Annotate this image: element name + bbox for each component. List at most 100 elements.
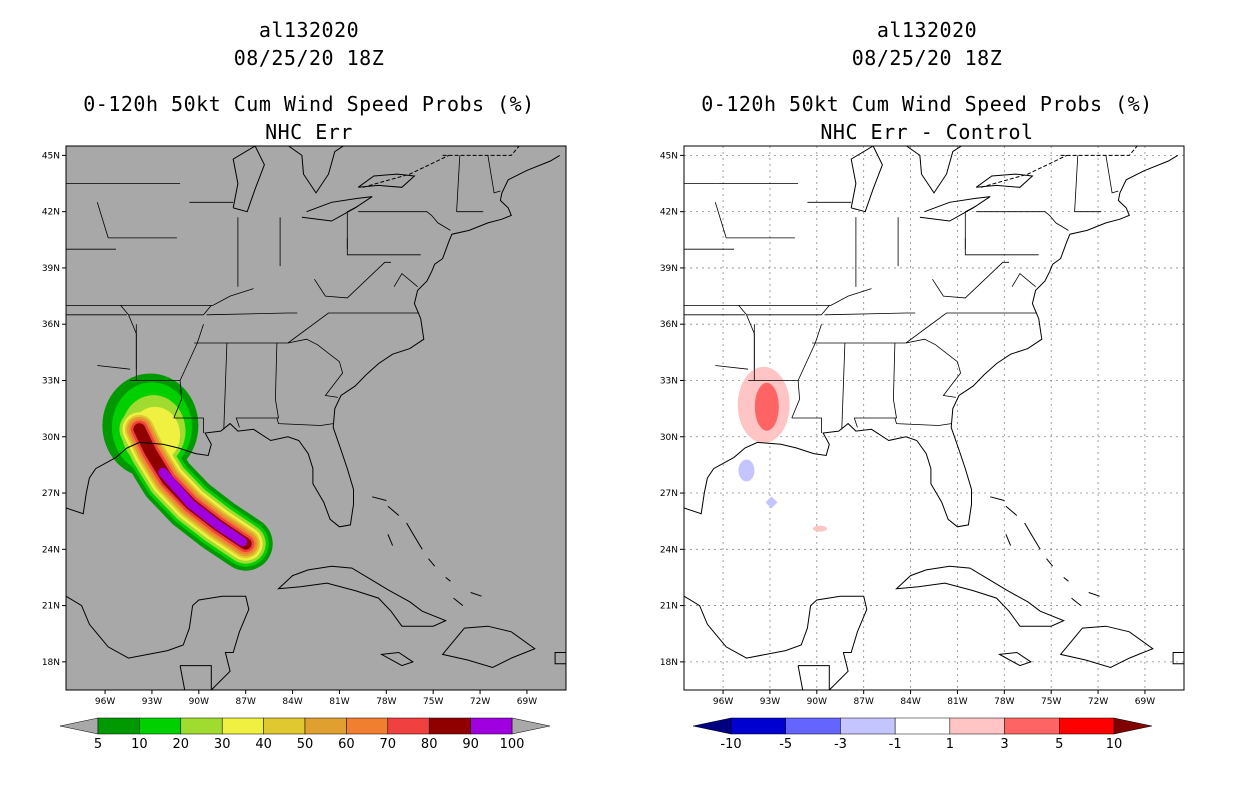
state-border — [346, 237, 421, 256]
storm-id: al132020 — [876, 18, 978, 42]
state-border — [173, 417, 204, 433]
mexico-coastline — [684, 595, 812, 659]
great-lake — [850, 146, 883, 213]
great-lake — [287, 146, 345, 194]
jamaica — [997, 651, 1033, 667]
state-border — [791, 417, 822, 433]
lat-label: 21N — [660, 602, 678, 612]
guatemala-border — [797, 665, 804, 690]
great-lake — [975, 173, 1034, 188]
state-border — [932, 261, 1009, 299]
state-border — [905, 312, 1038, 344]
lat-label: 39N — [42, 264, 60, 274]
bahamas-island — [990, 496, 1005, 501]
bahamas-island — [1005, 534, 1012, 546]
colorbar-swatch — [304, 717, 347, 735]
colorbar-label: 40 — [255, 737, 272, 752]
lat-label: 27N — [42, 489, 60, 499]
lon-label: 90W — [807, 697, 827, 707]
map-frame — [683, 145, 1185, 691]
colorbar-label: 5 — [1055, 737, 1063, 752]
diff-contour-pos-3 — [754, 382, 779, 431]
lon-label: 72W — [470, 697, 490, 707]
diff-contour-pos-1 — [812, 525, 827, 532]
lat-label: 21N — [42, 602, 60, 612]
bahamas-island — [445, 577, 451, 582]
great-lake — [357, 173, 416, 188]
jamaica — [379, 651, 415, 667]
lat-label: 24N — [660, 545, 678, 555]
state-border — [791, 380, 801, 419]
lon-label: 96W — [95, 697, 115, 707]
lat-label: 33N — [660, 376, 678, 386]
product-title: 0-120h 50kt Cum Wind Speed Probs (%) — [701, 92, 1153, 116]
bahamas-island — [387, 505, 400, 516]
bahamas-island — [1063, 577, 1069, 582]
colorbar-arrow-left — [692, 717, 732, 735]
lon-label: 72W — [1088, 697, 1108, 707]
hispaniola — [441, 625, 536, 669]
colorbar-label: 50 — [297, 737, 314, 752]
lat-label: 36N — [660, 320, 678, 330]
bahamas-island — [453, 597, 464, 606]
lat-label: 24N — [42, 545, 60, 555]
state-border — [821, 305, 830, 316]
colorbar-label: 5 — [94, 737, 102, 752]
lat-label: 30N — [660, 433, 678, 443]
colorbar-swatch — [221, 717, 264, 735]
puerto-rico — [1172, 652, 1184, 665]
colorbar-swatch — [470, 717, 513, 735]
lon-label: 78W — [376, 697, 396, 707]
lat-label: 18N — [660, 658, 678, 668]
colorbar-label: -10 — [720, 737, 741, 752]
colorbar: -10 -5 -3 -1 1 3 5 10 — [692, 717, 1153, 752]
guatemala-border — [180, 665, 212, 690]
canada-border — [442, 146, 520, 156]
lon-label: 75W — [423, 697, 443, 707]
great-lake — [784, 112, 900, 127]
colorbar-label: 10 — [131, 737, 148, 752]
lon-label: 81W — [947, 697, 967, 707]
state-border — [824, 312, 916, 316]
lon-label: 87W — [854, 697, 874, 707]
colorbar-label: 1 — [946, 737, 954, 752]
prob-contour-90 — [158, 467, 248, 547]
colorbar-swatch — [730, 717, 786, 735]
state-border — [964, 237, 1039, 256]
lon-label: 90W — [189, 697, 209, 707]
lon-label: 69W — [1135, 697, 1155, 707]
bahamas-island — [387, 534, 394, 546]
lat-label: 36N — [42, 320, 60, 330]
state-border — [358, 211, 451, 231]
hispaniola — [1059, 625, 1154, 669]
colorbar: 5 10 20 30 40 50 60 70 80 90 100 — [59, 717, 551, 752]
colorbar-swatch — [949, 717, 1005, 735]
lon-label: 84W — [900, 697, 920, 707]
lat-label: 45N — [660, 151, 678, 161]
mexico-coastline — [66, 595, 194, 659]
colorbar-arrow-left — [59, 717, 99, 735]
yucatan-coastline — [810, 595, 868, 690]
state-border — [715, 365, 749, 370]
product-title: 0-120h 50kt Cum Wind Speed Probs (%) — [83, 92, 535, 116]
lat-label: 39N — [660, 264, 678, 274]
colorbar-swatch — [1004, 717, 1060, 735]
state-border — [487, 155, 501, 194]
colorbar-swatch — [1059, 717, 1115, 735]
puerto-rico — [554, 652, 566, 665]
colorbar-label: 10 — [1106, 737, 1123, 752]
lat-label: 27N — [660, 489, 678, 499]
colorbar-label: -5 — [779, 737, 792, 752]
datetime: 08/25/20 18Z — [233, 46, 385, 70]
colorbar-swatch — [139, 717, 182, 735]
colorbar-label: 80 — [421, 737, 438, 752]
state-border — [393, 272, 418, 288]
canada-border — [362, 154, 450, 188]
bahamas-island — [1088, 592, 1100, 597]
state-border — [119, 288, 254, 316]
state-border — [206, 312, 298, 316]
lat-label: 42N — [660, 208, 678, 218]
lon-label: 96W — [713, 697, 733, 707]
state-border — [964, 205, 977, 250]
bahamas-island — [1046, 558, 1054, 567]
